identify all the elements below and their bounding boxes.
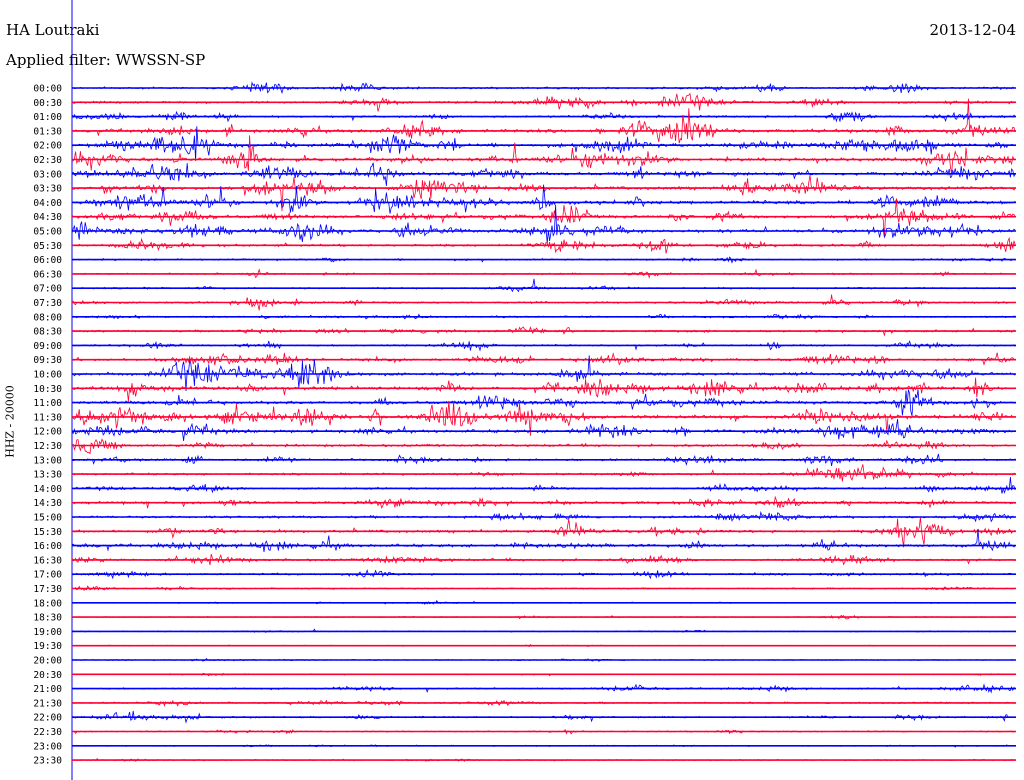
trace-row (71, 278, 1016, 293)
station-title: HA Loutraki (6, 21, 100, 39)
time-tick-label: 14:00 (33, 484, 62, 495)
time-tick-label: 06:30 (33, 269, 62, 280)
time-tick-label: 05:00 (33, 227, 62, 238)
time-tick-label: 12:30 (33, 441, 62, 452)
time-tick-label: 23:30 (33, 756, 62, 767)
time-tick-label: 23:00 (33, 741, 62, 752)
time-tick-label: 16:00 (33, 541, 62, 552)
trace-row (71, 175, 1016, 212)
trace-row (71, 464, 1016, 482)
time-tick-label: 05:30 (33, 241, 62, 252)
time-tick-label: 19:30 (33, 641, 62, 652)
trace-row (71, 400, 1016, 436)
trace-row (71, 517, 1016, 548)
time-tick-label: 09:30 (33, 355, 62, 366)
time-tick-label: 18:00 (33, 598, 62, 609)
time-tick-label: 19:00 (33, 627, 62, 638)
time-tick-label: 15:30 (33, 527, 62, 538)
time-tick-label: 00:30 (33, 98, 62, 109)
trace-row (71, 377, 1016, 402)
time-tick-label: 03:00 (33, 169, 62, 180)
trace-row (71, 204, 1016, 244)
time-tick-label: 11:30 (33, 412, 62, 423)
time-tick-label: 02:00 (33, 141, 62, 152)
trace-row (71, 98, 1016, 144)
trace-row (71, 418, 1016, 441)
time-tick-label: 02:30 (33, 155, 62, 166)
time-tick-label: 12:00 (33, 427, 62, 438)
time-tick-label: 04:00 (33, 198, 62, 209)
time-tick-label: 11:00 (33, 398, 62, 409)
time-tick-label: 22:30 (33, 727, 62, 738)
time-tick-label: 08:00 (33, 312, 62, 323)
filter-label: Applied filter: WWSSN-SP (6, 51, 206, 69)
time-tick-label: 20:30 (33, 670, 62, 681)
time-tick-label: 07:00 (33, 284, 62, 295)
time-tick-label: 15:00 (33, 513, 62, 524)
time-tick-label: 17:00 (33, 570, 62, 581)
time-tick-label: 18:30 (33, 613, 62, 624)
time-tick-label: 10:00 (33, 370, 62, 381)
time-tick-label: 01:00 (33, 112, 62, 123)
time-tick-label: 13:30 (33, 470, 62, 481)
time-tick-label: 08:30 (33, 327, 62, 338)
trace-row (71, 438, 1016, 455)
time-tick-label: 01:30 (33, 126, 62, 137)
time-tick-label: 21:30 (33, 698, 62, 709)
time-tick-label: 06:00 (33, 255, 62, 266)
time-tick-label: 20:00 (33, 656, 62, 667)
record-date: 2013-12-04 (929, 21, 1016, 39)
time-tick-label: 22:00 (33, 713, 62, 724)
time-tick-label: 13:00 (33, 455, 62, 466)
time-tick-label: 07:30 (33, 298, 62, 309)
time-tick-label: 10:30 (33, 384, 62, 395)
time-tick-label: 03:30 (33, 184, 62, 195)
time-tick-label: 14:30 (33, 498, 62, 509)
time-tick-label: 04:30 (33, 212, 62, 223)
time-tick-label: 09:00 (33, 341, 62, 352)
time-tick-label: 21:00 (33, 684, 62, 695)
time-tick-label: 17:30 (33, 584, 62, 595)
time-tick-label: 16:30 (33, 555, 62, 566)
time-tick-label: 00:00 (33, 84, 62, 95)
